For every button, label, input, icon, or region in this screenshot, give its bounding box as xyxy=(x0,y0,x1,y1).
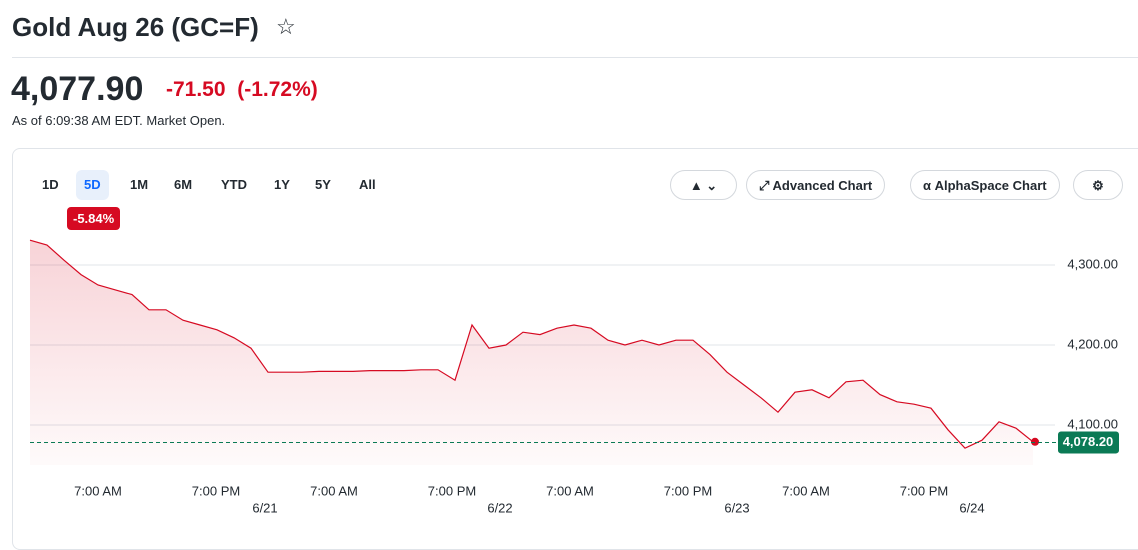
chart-type-button[interactable]: ▲ ⌄ xyxy=(670,170,737,200)
as-of: As of 6:09:38 AM EDT. Market Open. xyxy=(12,113,226,128)
x-tick-label: 7:00 PM xyxy=(664,483,712,498)
settings-button[interactable]: ⚙ xyxy=(1073,170,1123,200)
y-tick-label: 4,200.00 xyxy=(1067,336,1118,351)
price-line xyxy=(29,239,1034,449)
range-tab[interactable]: 5Y xyxy=(315,177,331,192)
range-tab[interactable]: 6M xyxy=(174,177,193,192)
range-tab[interactable]: 1M xyxy=(130,177,149,192)
range-tab[interactable]: 1Y xyxy=(274,177,290,192)
x-date-label: 6/23 xyxy=(724,500,749,515)
range-tab[interactable]: YTD xyxy=(221,177,247,192)
last-point xyxy=(1031,437,1039,446)
divider xyxy=(12,57,1138,58)
range-change: -5.84% xyxy=(67,207,121,230)
chart: 4,300.00 4,200.00 4,100.00 4,078.20 7:00 AM 7… xyxy=(29,239,1119,515)
x-date-label: 6/24 xyxy=(959,500,984,515)
x-tick-label: 7:00 AM xyxy=(782,483,830,498)
area-fill xyxy=(30,240,1033,465)
star-icon[interactable]: ☆ xyxy=(276,14,296,39)
x-tick-label: 7:00 PM xyxy=(192,483,240,498)
y-tick-label: 4,300.00 xyxy=(1067,256,1118,271)
range-tab[interactable]: 5D xyxy=(76,170,109,200)
x-tick-label: 7:00 AM xyxy=(546,483,594,498)
y-tick-label: 4,100.00 xyxy=(1067,416,1118,431)
current-badge xyxy=(1058,431,1119,454)
change: -71.50 (-1.72%) xyxy=(166,78,318,102)
button-label: AlphaSpace Chart xyxy=(934,178,1047,193)
range-tab[interactable]: All xyxy=(359,177,376,192)
x-tick-label: 7:00 AM xyxy=(310,483,358,498)
range-tab[interactable]: 1D xyxy=(42,177,59,192)
price: 4,077.90 xyxy=(11,70,144,108)
page: Gold Aug 26 (GC=F) ☆ 4,077.90 -71.50 (-1… xyxy=(11,12,1138,550)
button-label: Advanced Chart xyxy=(772,178,873,193)
change-percent: (-1.72%) xyxy=(237,78,318,101)
current-label: 4,078.20 xyxy=(1063,434,1114,449)
x-date-label: 6/22 xyxy=(487,500,512,515)
x-date-label: 6/21 xyxy=(252,500,277,515)
x-tick-label: 7:00 PM xyxy=(428,483,476,498)
alphaspace-button[interactable]: α AlphaSpace Chart xyxy=(910,170,1060,200)
x-tick-label: 7:00 PM xyxy=(900,483,948,498)
x-tick-label: 7:00 AM xyxy=(74,483,122,498)
change-value: -71.50 xyxy=(166,78,226,101)
advanced-chart-button[interactable]: ⤢ Advanced Chart xyxy=(746,170,886,200)
title: Gold Aug 26 (GC=F) xyxy=(12,12,259,42)
